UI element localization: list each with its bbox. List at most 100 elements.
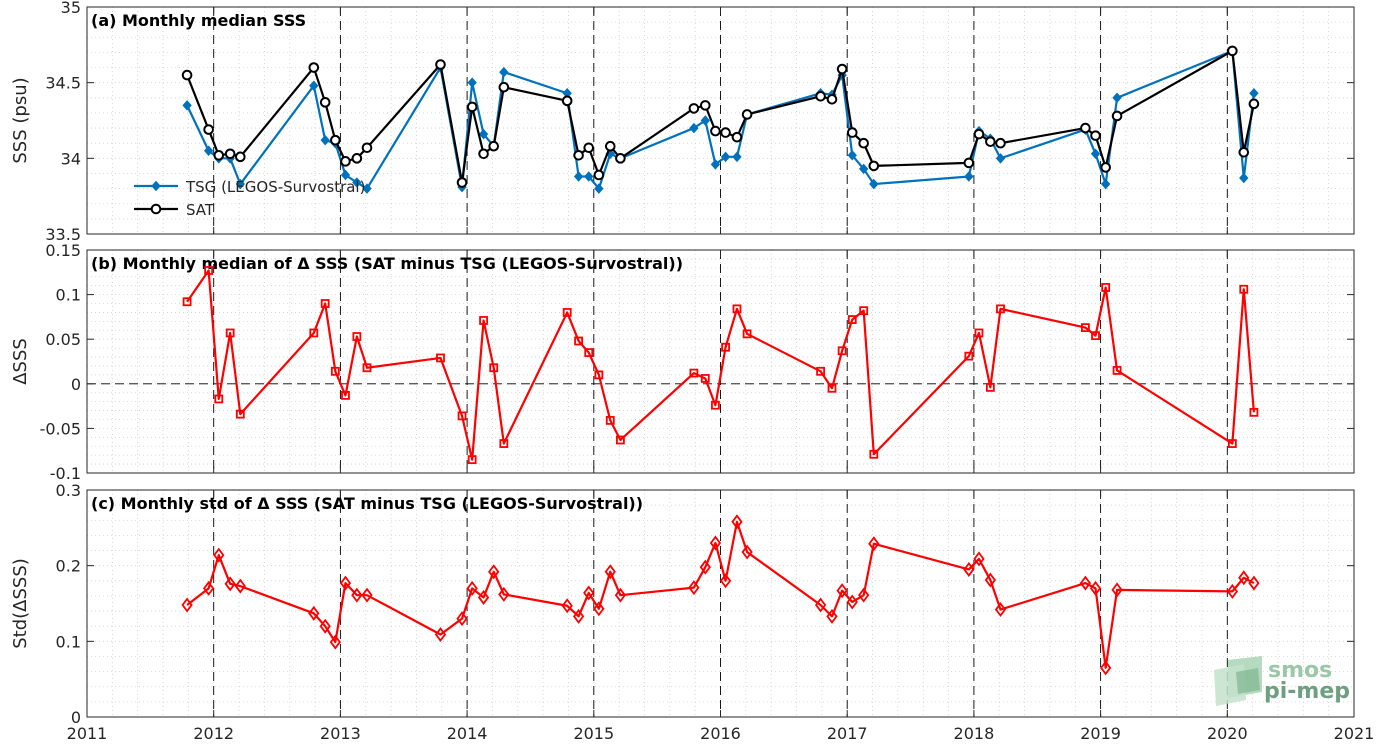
panel-c: 0 0.1 0.2 0.3 2011 2012 2013 2014 2015 2016 2017 20… xyxy=(10,481,1374,743)
y-axis-label: ΔSSS xyxy=(10,338,31,385)
data-point xyxy=(847,315,857,324)
data-point xyxy=(1101,283,1111,292)
y-tick-label: 0.1 xyxy=(56,286,81,305)
data-point xyxy=(572,608,585,624)
data-point xyxy=(488,564,500,580)
x-tick-label: 2015 xyxy=(573,724,614,743)
data-point xyxy=(1238,570,1250,586)
data-point xyxy=(181,69,193,81)
data-point xyxy=(605,415,615,425)
data-point xyxy=(994,602,1007,618)
data-point xyxy=(224,576,236,592)
data-point xyxy=(594,370,604,380)
x-tick-label: 2016 xyxy=(700,724,741,743)
data-point xyxy=(467,77,477,88)
y-tick-label: 0.2 xyxy=(56,557,81,576)
data-point xyxy=(1227,45,1238,57)
data-point xyxy=(234,578,246,594)
logo-line2: pi-mep xyxy=(1264,679,1350,704)
data-point xyxy=(320,299,330,308)
legend-marker xyxy=(151,180,161,192)
data-point xyxy=(352,177,362,188)
data-point xyxy=(859,163,869,175)
data-point xyxy=(308,62,320,73)
data-point xyxy=(594,183,604,194)
data-point xyxy=(814,597,827,613)
panel-title: (c) Monthly std of Δ SSS (SAT minus TSG … xyxy=(91,494,643,513)
data-point xyxy=(868,536,880,552)
series-line xyxy=(186,520,1255,669)
data-point xyxy=(361,587,373,603)
data-point xyxy=(1249,88,1259,99)
data-point xyxy=(499,439,509,448)
data-point xyxy=(963,157,975,169)
data-point xyxy=(846,127,858,138)
data-point xyxy=(340,169,351,181)
data-point xyxy=(593,601,605,617)
data-point xyxy=(689,368,699,378)
data-point xyxy=(836,583,848,599)
data-point xyxy=(732,304,742,314)
data-point xyxy=(436,353,445,363)
data-point xyxy=(488,140,500,152)
data-point xyxy=(616,435,625,445)
logo-line1: smos xyxy=(1268,658,1332,683)
data-point xyxy=(339,575,352,591)
data-point xyxy=(1227,439,1237,448)
y-tick-label: 34 xyxy=(61,149,81,168)
legend-marker xyxy=(150,203,162,215)
data-point xyxy=(859,306,869,316)
data-point xyxy=(688,103,700,114)
legend-label: SAT xyxy=(186,201,215,219)
data-point xyxy=(614,587,627,603)
data-point xyxy=(466,580,478,596)
y-tick-label: 0.05 xyxy=(45,330,81,349)
data-point xyxy=(995,137,1006,149)
y-tick-label: 0.15 xyxy=(45,241,81,260)
data-point xyxy=(700,115,710,126)
data-point xyxy=(593,169,605,181)
data-point xyxy=(836,63,848,75)
logo-mark-icon xyxy=(1214,656,1262,706)
data-point xyxy=(731,514,743,530)
data-point xyxy=(1112,92,1122,104)
data-point xyxy=(742,329,752,339)
panel-title: (b) Monthly median of Δ SSS (SAT minus T… xyxy=(91,254,683,273)
data-point xyxy=(1100,162,1111,173)
data-point xyxy=(224,148,236,160)
smos-pimep-logo: smos pi-mep xyxy=(1214,656,1350,706)
y-tick-label: 35 xyxy=(61,0,81,17)
data-point xyxy=(341,390,350,400)
data-point xyxy=(203,145,214,157)
data-point xyxy=(604,564,616,580)
data-point xyxy=(574,336,583,346)
data-point xyxy=(688,580,700,596)
data-point xyxy=(847,150,857,161)
panel-b: -0.1 -0.05 0 0.05 0.1 0.15 ΔSSS (b) Monthly med… xyxy=(10,241,1355,483)
y-tick-label: 34.5 xyxy=(45,74,81,93)
data-point xyxy=(181,597,193,613)
y-tick-label: 0.1 xyxy=(56,632,81,651)
data-point xyxy=(499,66,509,78)
data-point xyxy=(1248,575,1260,591)
data-point xyxy=(319,618,331,634)
data-point xyxy=(329,634,341,650)
y-tick-label: -0.05 xyxy=(40,419,81,438)
y-tick-label: -0.1 xyxy=(50,464,81,483)
data-point xyxy=(1111,110,1123,122)
data-point xyxy=(869,449,879,459)
data-point xyxy=(361,142,373,154)
x-tick-label: 2013 xyxy=(320,724,361,743)
data-point xyxy=(309,80,319,91)
y-axis-label: SSS (psu) xyxy=(10,77,31,163)
data-point xyxy=(1090,148,1101,160)
data-point xyxy=(699,559,711,575)
data-point xyxy=(561,598,573,614)
data-point xyxy=(868,160,880,172)
data-point xyxy=(1089,580,1102,596)
data-point xyxy=(973,551,985,567)
x-tick-label: 2018 xyxy=(954,724,995,743)
data-point xyxy=(1111,582,1123,598)
x-tick-label: 2020 xyxy=(1207,724,1248,743)
data-point xyxy=(858,137,869,149)
